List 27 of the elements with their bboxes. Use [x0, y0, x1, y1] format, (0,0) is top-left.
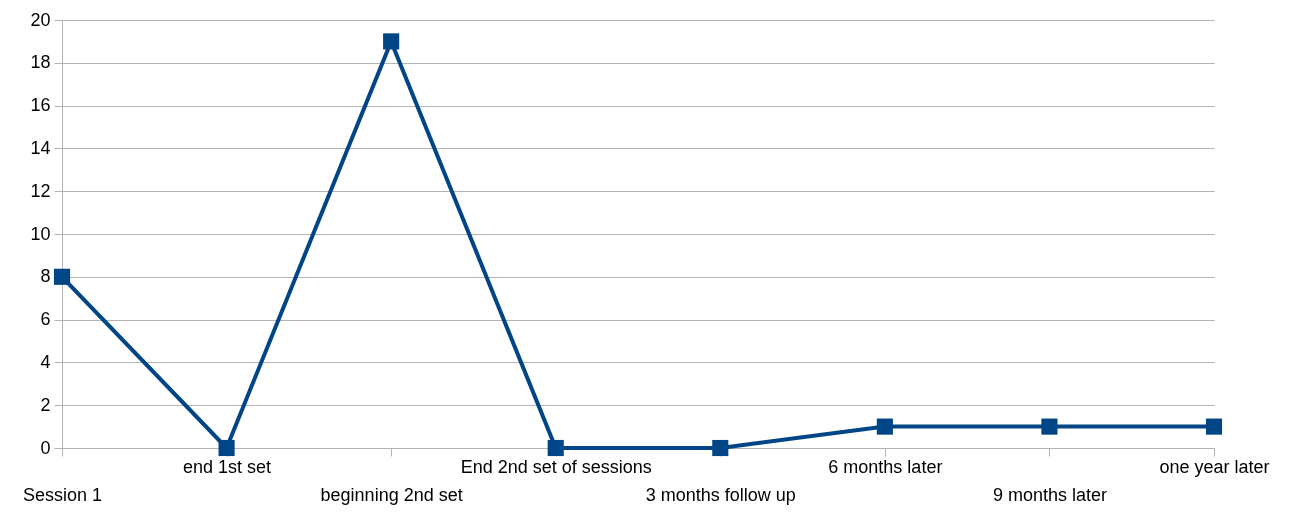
y-tick-label: 10 — [30, 223, 51, 244]
x-tick-label: 6 months later — [828, 456, 943, 477]
y-tick-label: 4 — [40, 351, 51, 372]
x-tick-label: end 1st set — [183, 456, 272, 477]
x-tick-label: one year later — [1159, 456, 1270, 477]
point — [712, 439, 729, 457]
point — [383, 33, 400, 50]
y-tick-label: 20 — [30, 9, 51, 30]
point — [1205, 418, 1223, 435]
y-tick-label: 2 — [40, 394, 51, 415]
x-tick-label: 3 months follow up — [645, 484, 796, 505]
x-tick-label: 9 months later — [992, 484, 1107, 505]
y-tick-label: 12 — [30, 180, 51, 201]
y-tick-label: 14 — [30, 137, 51, 158]
point — [53, 268, 71, 285]
y-tick-label: 6 — [40, 309, 51, 330]
point — [1041, 418, 1058, 435]
x-tick-label: Session 1 — [22, 484, 103, 505]
y-tick-label: 8 — [40, 266, 51, 287]
y-tick-label: 16 — [30, 95, 51, 116]
point — [218, 439, 235, 457]
point — [547, 439, 564, 457]
y-tick-label: 0 — [40, 437, 51, 458]
x-tick-label: beginning 2nd set — [320, 484, 463, 505]
x-tick-label: End 2nd set of sessions — [460, 456, 652, 477]
point — [876, 418, 893, 435]
y-tick-label: 18 — [30, 52, 51, 73]
